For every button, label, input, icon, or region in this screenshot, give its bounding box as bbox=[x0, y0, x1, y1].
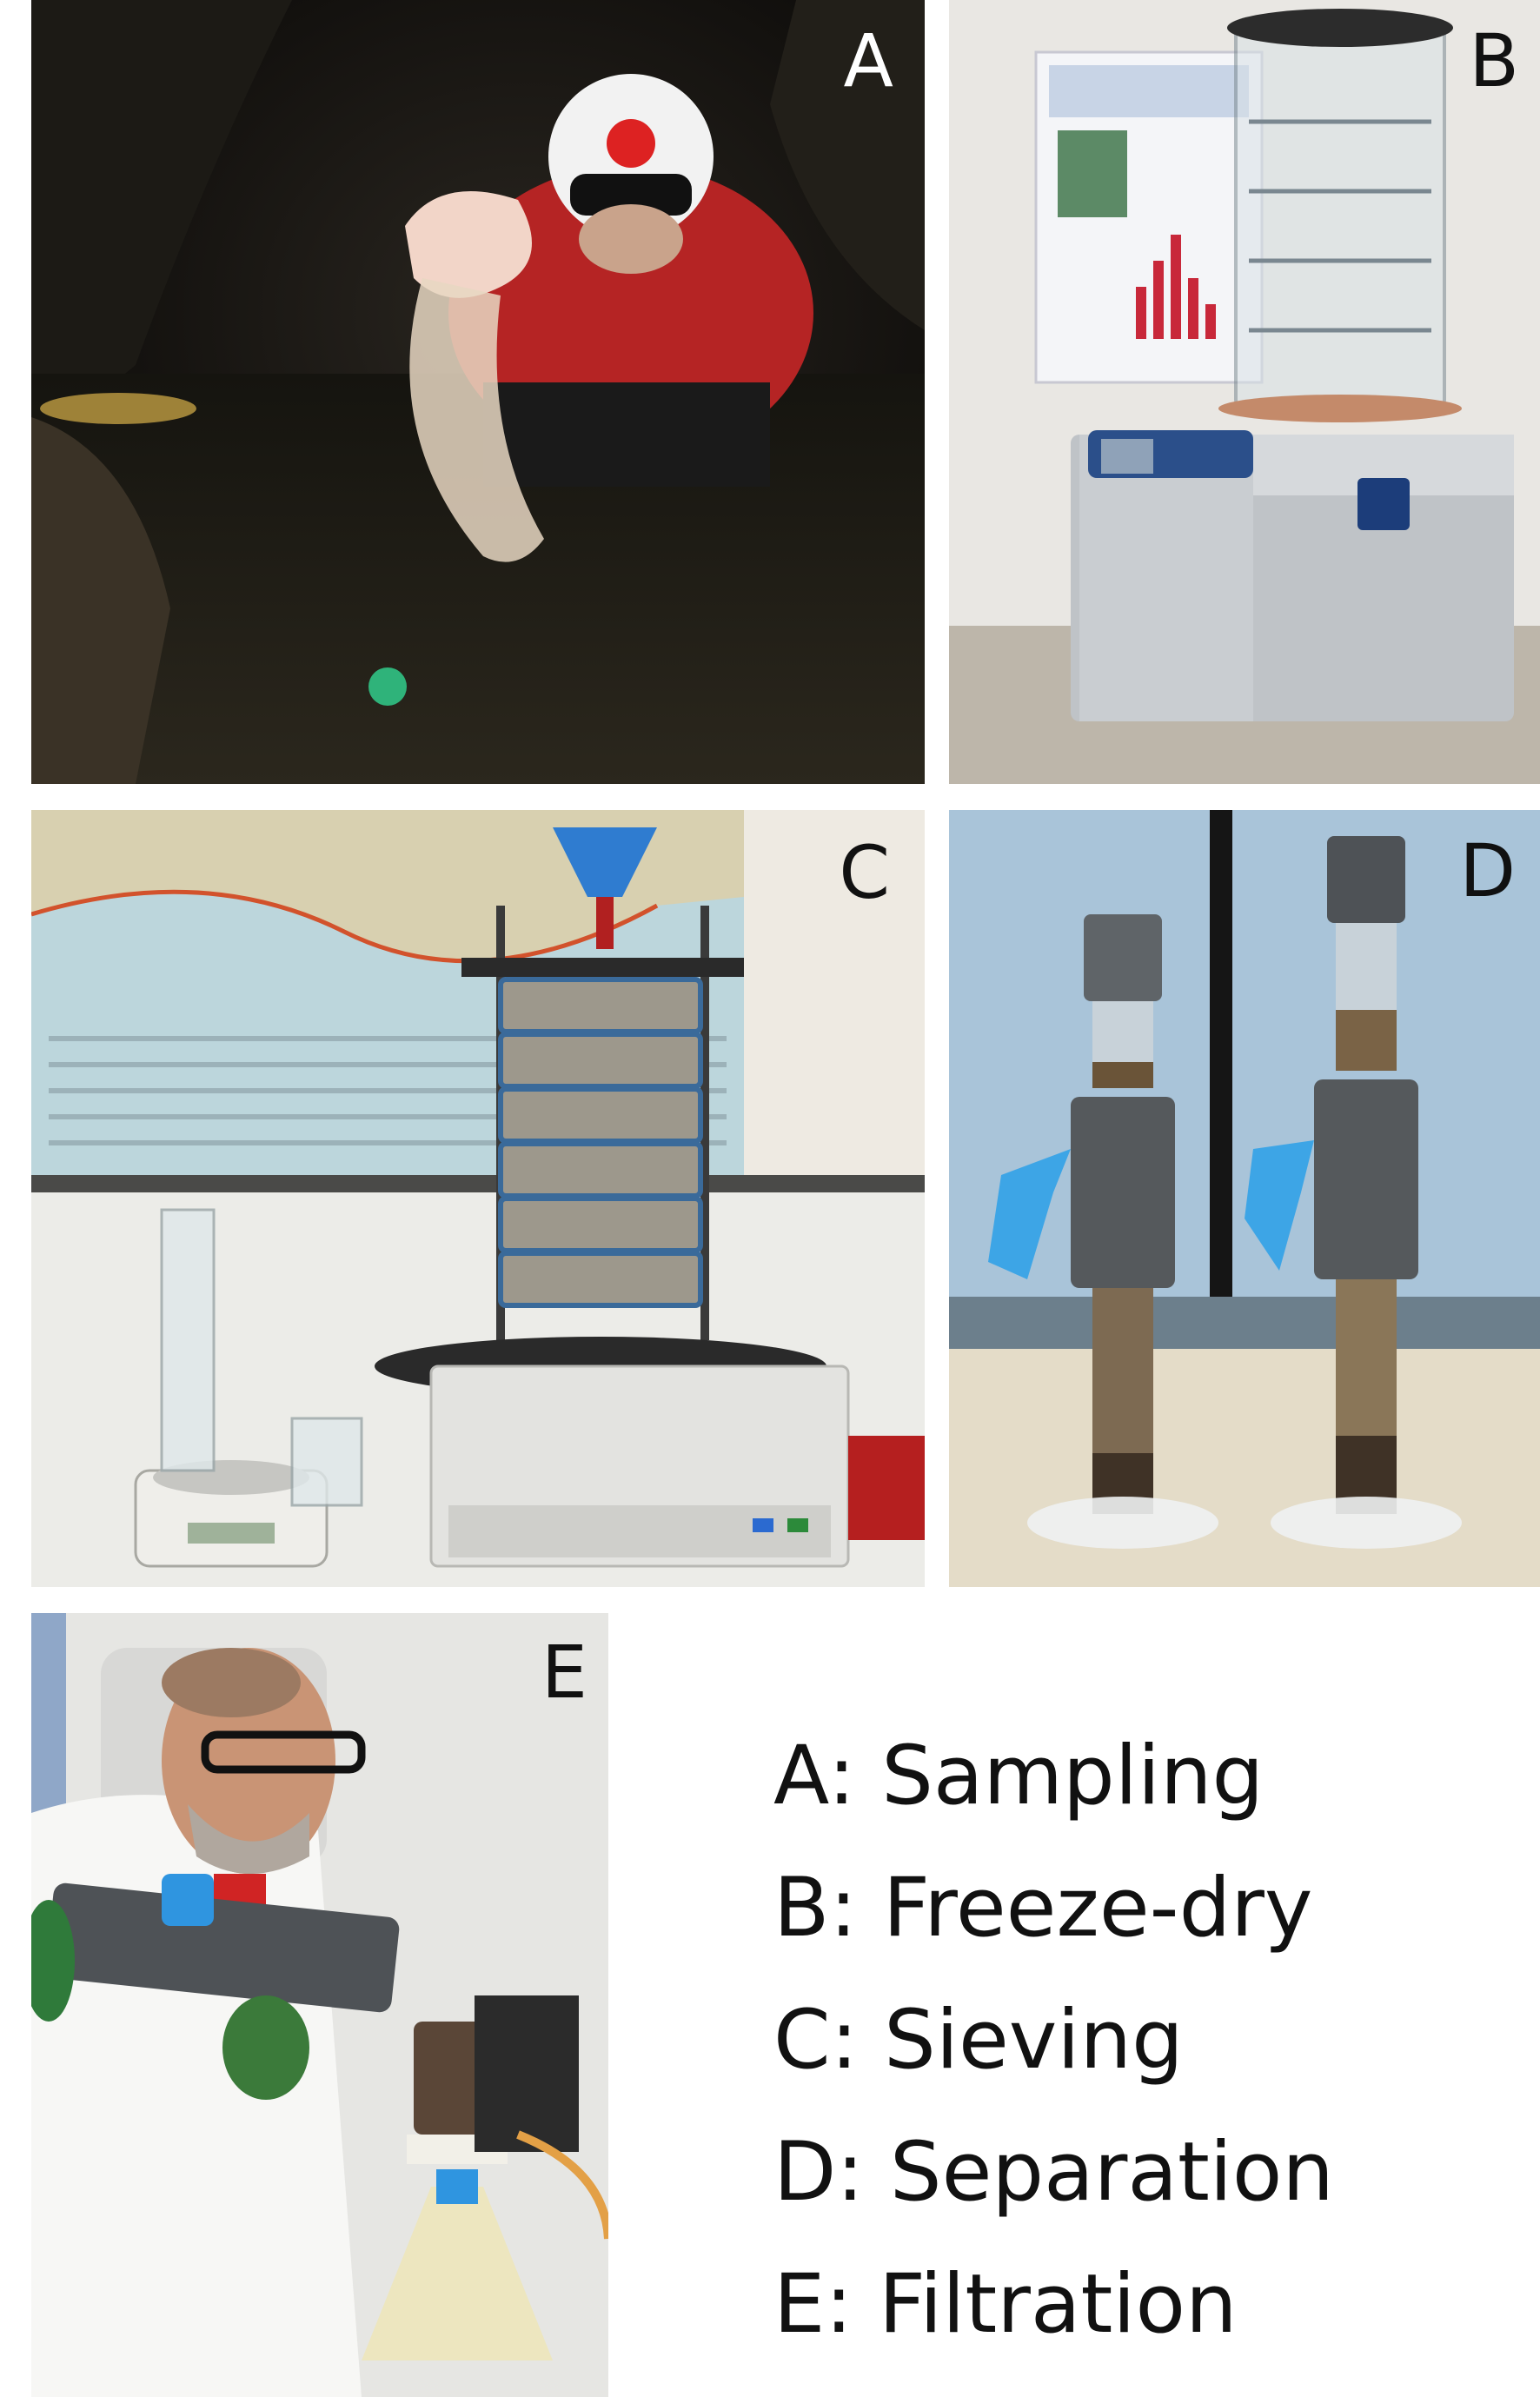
panel-label-d: D bbox=[1459, 828, 1516, 913]
photo-panel-b-freeze-dry: B bbox=[949, 0, 1540, 784]
panel-label-e: E bbox=[541, 1630, 587, 1715]
photo-panel-d-separation: D bbox=[949, 810, 1540, 1587]
figure-legend: A: Sampling B: Freeze-dry C: Sieving D: … bbox=[773, 1710, 1521, 2371]
legend-item-sampling: A: Sampling bbox=[773, 1729, 1265, 1823]
panel-label-b: B bbox=[1469, 18, 1519, 103]
freeze-dryer-photo bbox=[949, 0, 1540, 784]
photo-panel-c-sieving: C bbox=[31, 810, 925, 1587]
separation-columns-photo bbox=[949, 810, 1540, 1587]
legend-item-filtration: E: Filtration bbox=[773, 2257, 1238, 2352]
legend-item-separation: D: Separation bbox=[773, 2125, 1335, 2220]
panel-label-a: A bbox=[843, 18, 893, 103]
legend-item-freeze-dry: B: Freeze-dry bbox=[773, 1861, 1313, 1955]
photo-panel-a-sampling: A bbox=[31, 0, 925, 784]
photo-panel-e-filtration: E bbox=[31, 1613, 608, 2397]
sampling-photo bbox=[31, 0, 925, 784]
legend-item-sieving: C: Sieving bbox=[773, 1993, 1184, 2088]
sieve-shaker-photo bbox=[31, 810, 925, 1587]
panel-label-c: C bbox=[839, 830, 890, 915]
filtration-photo bbox=[31, 1613, 608, 2397]
